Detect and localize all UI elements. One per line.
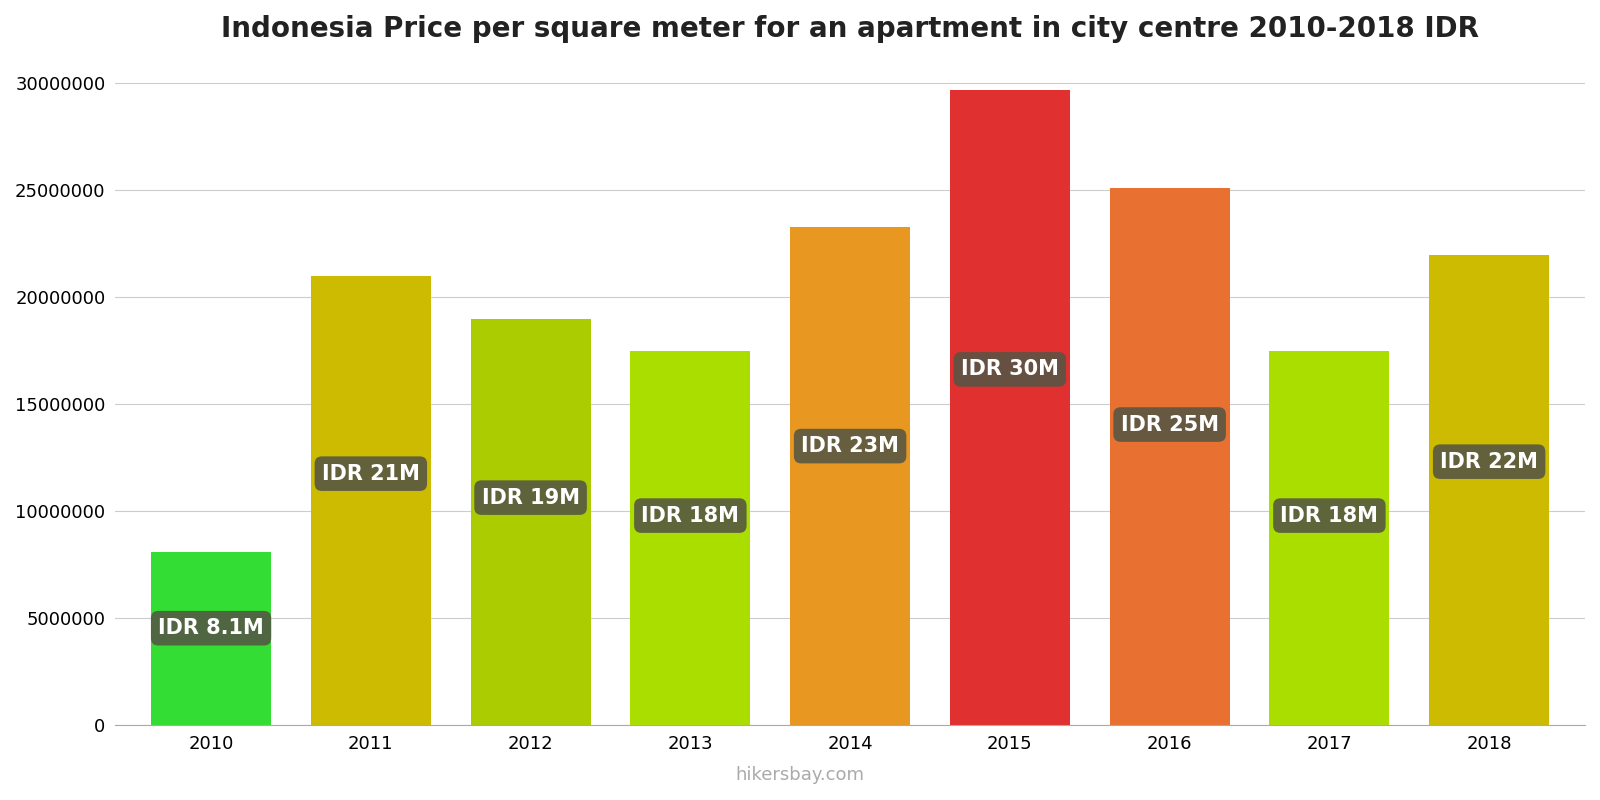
Bar [150,552,270,726]
Text: IDR 18M: IDR 18M [642,506,739,526]
Text: IDR 21M: IDR 21M [322,464,419,484]
Bar [790,226,910,726]
Bar [1110,188,1229,726]
Bar [630,351,750,726]
Bar [470,318,590,726]
Text: IDR 23M: IDR 23M [802,436,899,456]
Text: hikersbay.com: hikersbay.com [736,766,864,784]
Text: IDR 18M: IDR 18M [1280,506,1378,526]
Bar [310,276,430,726]
Text: IDR 30M: IDR 30M [962,359,1059,379]
Bar [1269,351,1389,726]
Text: IDR 8.1M: IDR 8.1M [158,618,264,638]
Text: IDR 22M: IDR 22M [1440,452,1538,472]
Bar [950,90,1070,726]
Title: Indonesia Price per square meter for an apartment in city centre 2010-2018 IDR: Indonesia Price per square meter for an … [221,15,1478,43]
Bar [1429,254,1549,726]
Text: IDR 19M: IDR 19M [482,488,579,508]
Text: IDR 25M: IDR 25M [1120,414,1219,434]
